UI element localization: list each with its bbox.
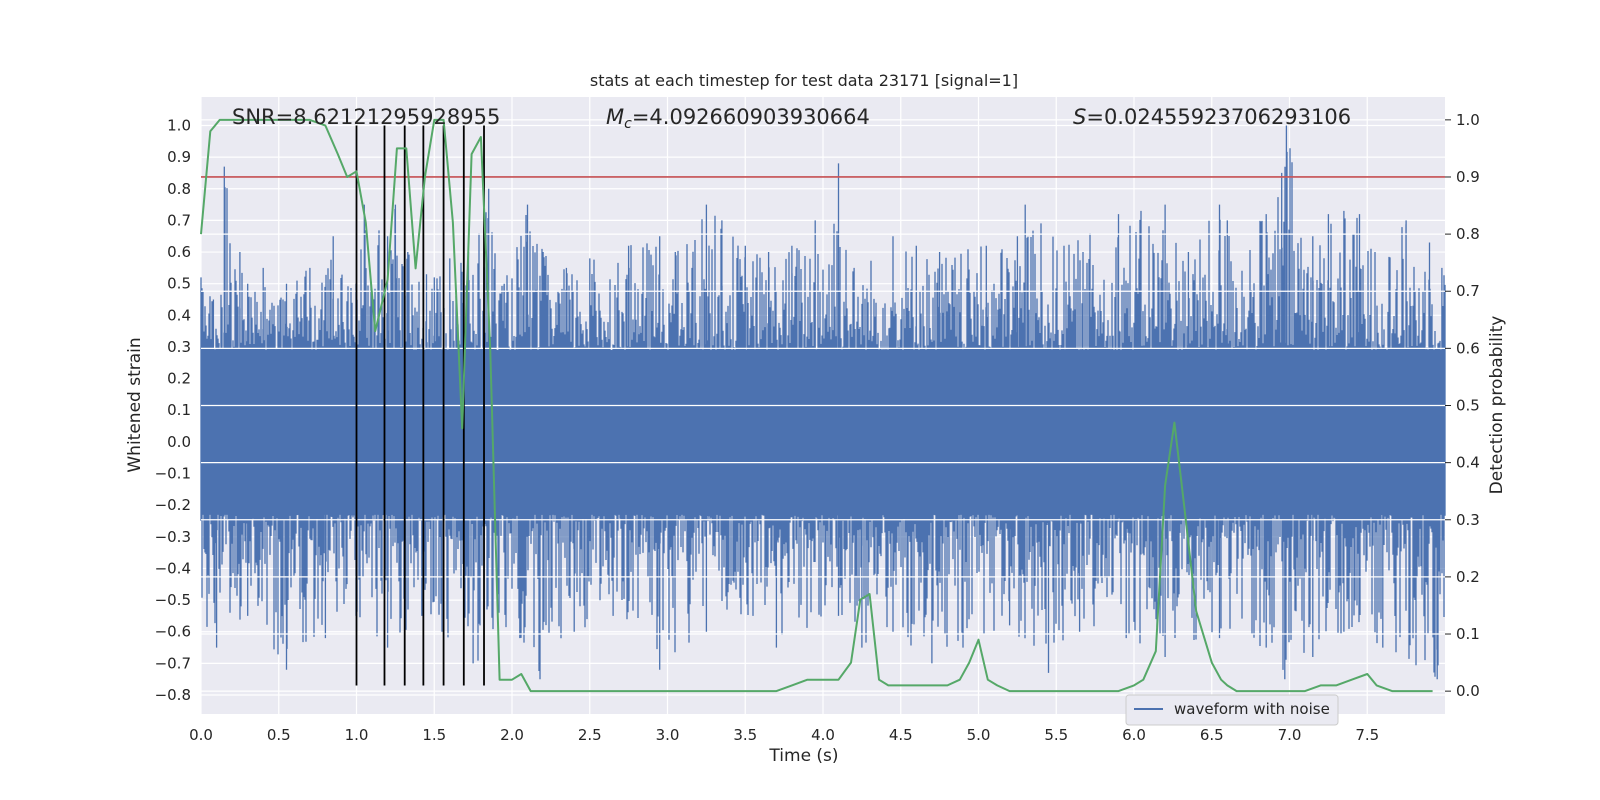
waveform-series	[200, 125, 1446, 680]
y-left-tick-label: −0.8	[155, 686, 191, 704]
x-tick-label: 1.5	[422, 726, 446, 744]
y-left-tick-label: 0.3	[167, 338, 191, 356]
y-right-tick-label: 0.1	[1456, 625, 1480, 643]
y-left-tick-label: −0.6	[155, 623, 191, 641]
y-left-tick-label: 1.0	[167, 116, 191, 134]
y-left-tick-label: 0.1	[167, 401, 191, 419]
mc-subscript: c	[624, 116, 632, 132]
x-tick-label: 2.5	[578, 726, 602, 744]
x-tick-label: 5.0	[967, 726, 991, 744]
y-right-tick-label: 0.5	[1456, 397, 1480, 415]
y-left-tick-label: 0.5	[167, 275, 191, 293]
s-symbol: S	[1073, 105, 1086, 129]
y-left-tick-label: 0.2	[167, 370, 191, 388]
x-tick-label: 0.0	[189, 726, 213, 744]
y-right-tick-label: 0.8	[1456, 225, 1480, 243]
x-tick-label: 1.0	[345, 726, 369, 744]
y-right-tick-label: 0.0	[1456, 682, 1480, 700]
y-left-tick-label: 0.0	[167, 433, 191, 451]
y-right-axis-ticks: 1.0 0.9 0.8 0.7 0.6 0.5 0.4 0.3 0.2 0.1 0.0	[1445, 111, 1480, 700]
legend-label-waveform: waveform with noise	[1174, 700, 1330, 718]
y-left-tick-label: 0.9	[167, 148, 191, 166]
y-left-tick-label: −0.1	[155, 465, 191, 483]
mc-value: =4.092660903930664	[632, 105, 870, 129]
x-tick-label: 4.5	[889, 726, 913, 744]
y-left-tick-label: 0.8	[167, 180, 191, 198]
detection-probability-series	[200, 118, 1433, 693]
y-right-tick-label: 0.4	[1456, 454, 1480, 472]
x-tick-label: 4.0	[811, 726, 835, 744]
y-left-tick-label: 0.7	[167, 211, 191, 229]
y-right-tick-label: 0.3	[1456, 511, 1480, 529]
legend: waveform with noise	[1125, 694, 1339, 726]
y-left-tick-label: −0.7	[155, 654, 191, 672]
y-right-tick-label: 0.2	[1456, 568, 1480, 586]
x-axis-label: Time (s)	[768, 746, 838, 766]
y-right-tick-label: 0.9	[1456, 168, 1480, 186]
y-left-tick-label: −0.3	[155, 528, 191, 546]
x-axis-ticks: 0.0 0.5 1.0 1.5 2.0 2.5 3.0 3.5 4.0 4.5 5.0 5.5 6.0 6…	[189, 726, 1379, 744]
x-tick-label: 6.5	[1200, 726, 1224, 744]
y-left-axis-label: Whitened strain	[125, 337, 145, 472]
mc-symbol: M	[606, 105, 624, 129]
y-left-tick-label: 0.4	[167, 306, 191, 324]
x-tick-label: 3.0	[656, 726, 680, 744]
vertical-markers	[355, 125, 485, 686]
y-left-tick-label: 0.6	[167, 243, 191, 261]
y-right-axis-label: Detection probability	[1487, 316, 1507, 495]
chirp-mass-annotation: Mc=4.092660903930664	[606, 105, 870, 132]
legend-box	[1125, 694, 1339, 726]
y-right-tick-label: 0.6	[1456, 339, 1480, 357]
detection-probability-line	[200, 118, 1433, 693]
y-right-tick-label: 0.7	[1456, 282, 1480, 300]
y-left-tick-label: −0.2	[155, 496, 191, 514]
x-tick-label: 6.0	[1122, 726, 1146, 744]
x-tick-label: 3.5	[733, 726, 757, 744]
y-right-tick-label: 1.0	[1456, 111, 1480, 129]
snr-annotation: SNR=8.62121295928955	[232, 105, 500, 129]
s-value: =0.02455923706293106	[1086, 105, 1351, 129]
x-tick-label: 2.0	[500, 726, 524, 744]
s-annotation: S=0.02455923706293106	[1073, 105, 1351, 129]
x-tick-label: 7.0	[1278, 726, 1302, 744]
y-left-tick-label: −0.5	[155, 591, 191, 609]
x-tick-label: 7.5	[1355, 726, 1379, 744]
y-left-tick-label: −0.4	[155, 559, 191, 577]
waveform-trace	[200, 125, 1446, 680]
x-tick-label: 5.5	[1044, 726, 1068, 744]
x-tick-label: 0.5	[267, 726, 291, 744]
y-left-axis-ticks: 1.0 0.9 0.8 0.7 0.6 0.5 0.4 0.3 0.2 0.1 0.0 −0.1 −0.…	[155, 116, 191, 704]
chart-title: stats at each timestep for test data 231…	[590, 71, 1018, 90]
